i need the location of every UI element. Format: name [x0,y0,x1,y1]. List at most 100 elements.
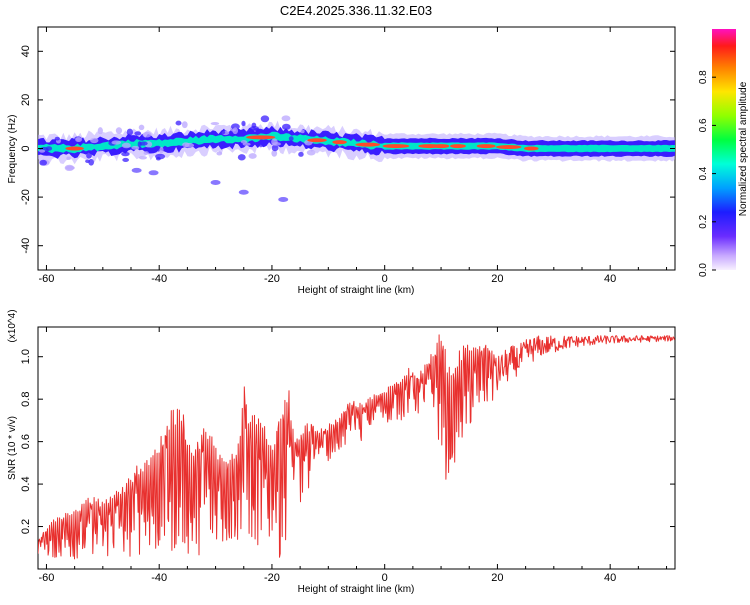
noise-blob [210,180,221,186]
y-tick-label: 20 [20,94,32,106]
noise-blob [240,140,248,144]
ridge-peak [382,144,410,149]
ridge-peak [332,140,347,145]
snr-frame [37,326,676,570]
y-tick-label: 0.4 [20,476,32,491]
noise-blob [210,122,220,126]
colorbar-label: Normalized spectral amplitude [738,81,749,216]
spectrogram-x-ticks: -60 -40 -20 0 20 40 [39,27,668,285]
noise-blob [256,141,267,147]
y-tick-label: 1.0 [20,349,32,364]
noise-blob [75,137,82,143]
noise-blob [122,157,129,162]
x-tick-label: 20 [491,273,503,285]
y-tick-label: 0.2 [20,519,32,534]
ridge-peak [65,146,84,151]
noise-blob [45,146,53,151]
colorbar-tick-label: 0.4 [698,166,709,180]
y-tick-label: 40 [20,45,32,57]
y-tick-label: -20 [20,189,32,205]
noise-blob [181,121,188,129]
ridge-peak [307,138,327,143]
noise-blob [278,197,289,203]
noise-blob [175,120,182,126]
colorbar-tick-label: 0.6 [698,118,709,132]
noise-blob [288,136,294,142]
noise-blob [64,164,75,172]
x-tick-label: -20 [264,273,280,285]
noise-blob [271,144,279,152]
noise-blob [159,146,164,154]
x-tick-label: 0 [382,273,388,285]
noise-blob [184,142,195,148]
noise-blob [143,151,149,155]
snr-x-ticks: -60 -40 -20 0 20 40 [39,327,668,584]
noise-blob [253,127,260,131]
noise-blob [54,136,60,141]
noise-blob [300,129,305,134]
spectrogram-x-label: Height of straight line (km) [298,285,415,296]
noise-blob [237,154,246,161]
x-tick-label: 0 [382,572,388,584]
noise-blob [220,130,226,135]
snr-y-label: SNR (10 * v/v) [7,416,18,480]
colorbar: 0.0 0.2 0.4 0.6 0.8 Normalized spectral ampl… [698,29,749,277]
y-tick-label: 0 [20,145,32,151]
x-tick-label: -20 [264,572,280,584]
noise-blob [88,158,95,166]
ridge-peak [246,135,276,140]
snr-panel: -60 -40 -20 0 20 40 0.2 0.4 0.6 0.8 1.0 Height of… [7,309,676,595]
colorbar-ticks: 0.0 0.2 0.4 0.6 0.8 [698,70,716,277]
noise-blob [134,131,142,136]
ridge-peak [495,145,522,150]
noise-blob [126,128,134,136]
noise-blob [271,138,278,146]
noise-blob [111,140,122,145]
x-tick-label: -60 [39,273,55,285]
noise-blob [282,123,291,130]
noise-blob [306,149,316,156]
y-tick-label: -40 [20,238,32,254]
x-tick-label: 40 [604,572,616,584]
noise-blob [66,156,71,161]
x-tick-label: -40 [151,273,167,285]
noise-blob [131,167,142,173]
noise-blob [232,127,239,135]
noise-blob [260,115,270,123]
y-tick-label: 0.8 [20,392,32,407]
ridge-peak [476,144,496,149]
noise-blob [248,153,257,159]
ridge-peak [432,144,450,149]
ridge-peak [355,142,381,147]
snr-plot-area [38,334,675,560]
colorbar-tick-label: 0.2 [698,214,709,228]
y-tick-label: 0.6 [20,434,32,449]
colorbar-gradient [712,29,736,270]
colorbar-tick-label: 0.0 [698,263,709,277]
spectrogram-y-ticks: -40 -20 0 20 40 [20,45,675,254]
noise-blob [38,149,46,153]
x-tick-label: -40 [151,572,167,584]
noise-blob [97,127,103,135]
noise-blob [238,189,249,195]
noise-blob [90,137,99,144]
noise-blob [138,156,147,160]
noise-blob [216,151,223,156]
noise-blob [148,170,159,176]
noise-blob [142,131,152,138]
noise-blob [131,145,140,150]
spectrogram-panel: -60 -40 -20 0 20 40 -40 -20 0 20 40 Height of str… [7,26,676,296]
snr-x-label: Height of straight line (km) [298,584,415,595]
figure-title: C2E4.2025.336.11.32.E03 [280,3,432,18]
ridge-peak [450,144,466,149]
noise-blob [298,151,304,157]
x-tick-label: 40 [604,273,616,285]
noise-blob [138,124,145,131]
x-tick-label: 20 [491,572,503,584]
noise-blob [271,149,278,157]
noise-blob [241,120,246,127]
snr-y-ticks: 0.2 0.4 0.6 0.8 1.0 [20,349,675,534]
x-tick-label: -60 [39,572,55,584]
